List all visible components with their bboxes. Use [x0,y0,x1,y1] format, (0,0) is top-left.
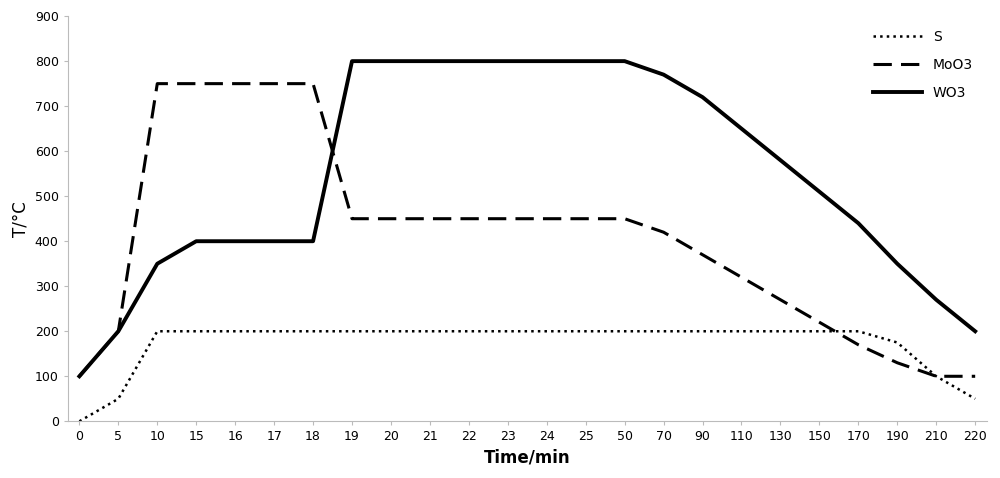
MoO3 [307,81,319,87]
MoO3 [268,81,280,87]
MoO3 [346,216,358,222]
S [619,328,631,334]
MoO3 [969,373,981,379]
WO3 [852,220,864,226]
WO3 [346,58,358,64]
S [190,328,202,334]
S [891,340,903,346]
MoO3 [813,319,825,325]
WO3 [891,261,903,267]
WO3 [813,189,825,195]
S [735,328,747,334]
MoO3 [619,216,631,222]
MoO3 [424,216,436,222]
WO3 [307,239,319,244]
S [385,328,397,334]
MoO3 [930,373,942,379]
MoO3 [735,274,747,280]
MoO3 [73,373,85,379]
WO3 [229,239,241,244]
WO3 [73,373,85,379]
S [813,328,825,334]
S [697,328,709,334]
WO3 [502,58,514,64]
MoO3 [151,81,163,87]
S [229,328,241,334]
WO3 [697,94,709,100]
S [346,328,358,334]
WO3 [268,239,280,244]
S [580,328,592,334]
S [969,396,981,402]
WO3 [385,58,397,64]
MoO3 [852,342,864,348]
MoO3 [658,229,670,235]
S [658,328,670,334]
X-axis label: Time/min: Time/min [484,449,571,467]
WO3 [658,72,670,77]
WO3 [112,328,124,334]
S [502,328,514,334]
WO3 [541,58,553,64]
MoO3 [229,81,241,87]
MoO3 [774,297,786,303]
MoO3 [307,81,319,87]
WO3 [151,261,163,267]
WO3 [307,239,319,244]
WO3 [619,58,631,64]
S [930,373,942,379]
Line: S: S [79,331,975,421]
S [307,328,319,334]
MoO3 [580,216,592,222]
S [268,328,280,334]
S [112,396,124,402]
WO3 [735,126,747,131]
MoO3 [502,216,514,222]
MoO3 [385,216,397,222]
Y-axis label: T/°C: T/°C [11,201,29,237]
WO3 [969,328,981,334]
S [774,328,786,334]
WO3 [463,58,475,64]
WO3 [774,157,786,163]
WO3 [930,297,942,303]
MoO3 [541,216,553,222]
MoO3 [112,328,124,334]
MoO3 [697,252,709,258]
WO3 [580,58,592,64]
Legend: S, MoO3, WO3: S, MoO3, WO3 [866,23,980,107]
S [463,328,475,334]
MoO3 [891,360,903,366]
Line: WO3: WO3 [79,61,975,376]
S [541,328,553,334]
WO3 [190,239,202,244]
WO3 [424,58,436,64]
S [73,418,85,424]
S [852,328,864,334]
Line: MoO3: MoO3 [79,84,975,376]
S [424,328,436,334]
MoO3 [463,216,475,222]
S [151,328,163,334]
MoO3 [190,81,202,87]
